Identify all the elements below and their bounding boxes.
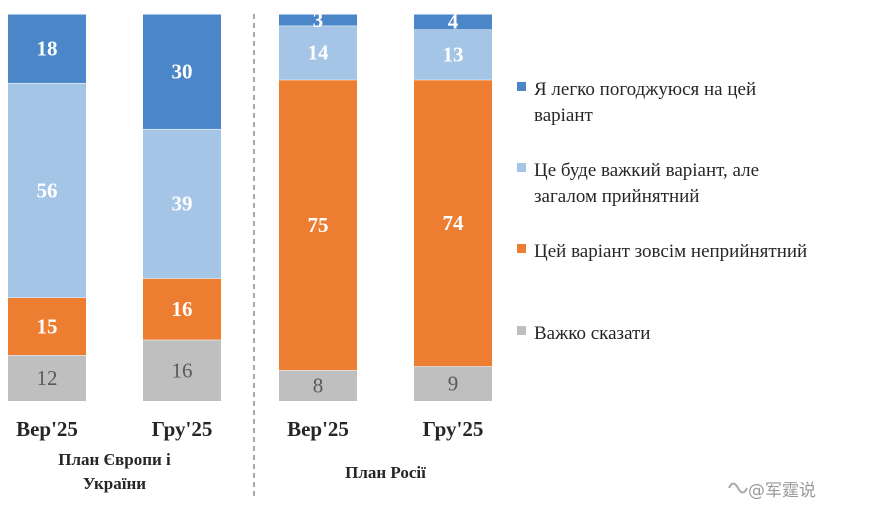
bar-segment bbox=[143, 278, 221, 340]
data-label: 14 bbox=[308, 41, 330, 65]
legend-label: Важко сказати bbox=[534, 323, 650, 344]
watermark-icon bbox=[728, 482, 748, 494]
category-labels: Вер'25 Гру'25 Вер'25 Гру'25 bbox=[16, 417, 483, 441]
bar-segment bbox=[414, 29, 492, 80]
data-label: 9 bbox=[448, 372, 459, 396]
category-label: Вер'25 bbox=[287, 417, 349, 441]
bar-segment bbox=[279, 79, 357, 371]
bar-segment bbox=[414, 14, 492, 30]
group-label: План Європи і bbox=[58, 450, 171, 469]
data-label: 74 bbox=[443, 211, 465, 235]
data-label: 75 bbox=[308, 213, 329, 237]
data-label: 8 bbox=[313, 374, 324, 398]
legend-swatch bbox=[517, 326, 526, 335]
category-label: Гру'25 bbox=[152, 417, 213, 441]
bar-segment bbox=[279, 14, 357, 26]
bar-segment bbox=[414, 79, 492, 367]
data-label: 12 bbox=[37, 366, 58, 390]
watermark: @军霆说 bbox=[748, 481, 816, 501]
group-label: План Росії bbox=[345, 463, 426, 482]
bar-segment bbox=[143, 339, 221, 401]
legend-label: загалом прийнятний bbox=[534, 186, 699, 207]
bar-segment bbox=[414, 366, 492, 401]
bar-segment bbox=[8, 14, 86, 83]
data-label: 30 bbox=[172, 59, 193, 83]
bar-segment bbox=[279, 370, 357, 401]
data-label: 16 bbox=[172, 358, 193, 382]
bar-segment bbox=[143, 128, 221, 279]
group-labels: План Європи і України План Росії bbox=[58, 450, 426, 493]
category-label: Вер'25 bbox=[16, 417, 78, 441]
bar-segment bbox=[8, 82, 86, 298]
data-label: 4 bbox=[448, 10, 459, 34]
legend-label: варіант bbox=[534, 105, 594, 126]
legend-swatch bbox=[517, 163, 526, 172]
bar-segment bbox=[143, 14, 221, 129]
data-label: 18 bbox=[37, 36, 58, 60]
data-label: 16 bbox=[172, 297, 193, 321]
bar-segment bbox=[8, 297, 86, 356]
data-label: 3 bbox=[313, 8, 324, 32]
group-label: України bbox=[83, 474, 146, 493]
bar-segment bbox=[8, 355, 86, 401]
legend-swatch bbox=[517, 244, 526, 253]
category-label: Гру'25 bbox=[423, 417, 484, 441]
legend-label: Це буде важкий варіант, але bbox=[534, 160, 759, 181]
data-label: 13 bbox=[443, 43, 464, 67]
data-label: 15 bbox=[37, 314, 58, 338]
legend-swatch bbox=[517, 82, 526, 91]
legend-label: Я легко погоджуюся на цей bbox=[534, 79, 756, 100]
legend: Я легко погоджуюся на цей варіант Це буде … bbox=[517, 79, 807, 344]
data-label: 56 bbox=[37, 178, 58, 202]
legend-label: Цей варіант зовсім неприйнятний bbox=[534, 241, 807, 262]
bar-segment bbox=[279, 25, 357, 80]
data-label: 39 bbox=[172, 192, 193, 216]
